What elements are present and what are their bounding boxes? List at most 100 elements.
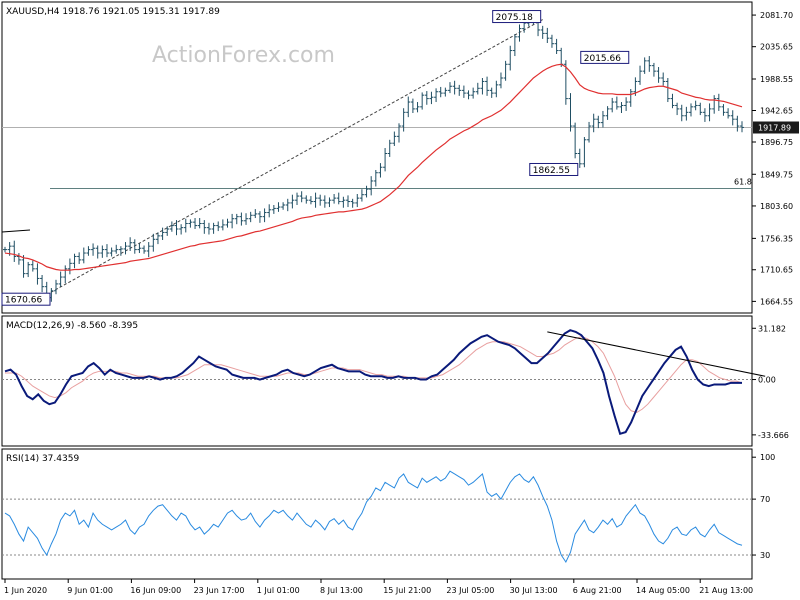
ohlc-bar [216, 221, 221, 232]
ohlc-bar [443, 87, 448, 97]
ohlc-bar [415, 102, 420, 113]
ohlc-bar [308, 196, 313, 205]
price-annotation: 2015.66 [580, 50, 630, 64]
ohlc-bar [276, 202, 281, 212]
ohlc-bar [573, 122, 578, 159]
ohlc-bar [735, 115, 740, 132]
ohlc-bar [591, 113, 596, 133]
ohlc-bar [142, 245, 147, 254]
ohlc-bar [438, 86, 443, 98]
watermark: ActionForex.com [152, 43, 335, 68]
ohlc-bar [304, 195, 309, 204]
ohlc-bar [183, 218, 188, 233]
rsi-y-tick-label: 70 [760, 495, 770, 504]
price-annotation-label: 2015.66 [584, 54, 621, 64]
ohlc-bar [693, 100, 698, 111]
ohlc-bar [373, 169, 378, 187]
ohlc-bar [271, 204, 276, 214]
ohlc-bar [35, 263, 40, 285]
ohlc-bar [26, 261, 31, 278]
ohlc-bar [206, 222, 211, 235]
price-annotation: 1670.66 [1, 292, 51, 306]
x-tick-label: 23 Jun 17:00 [194, 586, 245, 595]
ohlc-bar [429, 91, 434, 105]
rsi-layer [2, 470, 752, 564]
ohlc-bar [740, 121, 744, 133]
ohlc-bar [661, 72, 666, 86]
left-level-stub [1, 229, 31, 233]
x-tick-label: 15 Jul 21:00 [383, 586, 431, 595]
rsi-line [4, 470, 743, 564]
fib-61-8-label: 61.8 [734, 178, 752, 187]
ohlc-bar [225, 218, 230, 228]
price-y-tick-label: 1710.65 [760, 266, 793, 275]
x-tick-label: 9 Jun 01:00 [67, 586, 113, 595]
ohlc-bar [40, 274, 45, 293]
ohlc-bar [165, 226, 170, 236]
current-price-label: 1917.89 [758, 124, 791, 133]
macd-y-tick-label: 0.00 [758, 376, 776, 385]
ohlc-bar [587, 121, 592, 143]
ohlc-bar [401, 108, 406, 132]
ohlc-bar [234, 213, 239, 225]
ohlc-bar [614, 96, 619, 110]
ohlc-bar [174, 220, 179, 236]
price-panel-frame [1, 1, 753, 314]
ohlc-bar [503, 60, 508, 81]
ohlc-bar [387, 139, 392, 157]
ohlc-bar [193, 218, 198, 230]
ohlc-bar [600, 110, 605, 128]
ohlc-bar [239, 212, 244, 226]
ohlc-bar [336, 192, 341, 205]
ohlc-bar [137, 243, 142, 254]
ohlc-bar [466, 90, 471, 100]
price-layer: 61.8 2075.18 2015.66 1862.55 1670.66 [1, 10, 752, 306]
ohlc-bar [424, 91, 429, 105]
ohlc-bar [485, 76, 490, 96]
ohlc-bar [475, 82, 480, 95]
ohlc-bar [91, 243, 96, 256]
rsi-panel-frame [1, 448, 753, 580]
x-tick-label: 8 Jul 13:00 [320, 586, 363, 595]
price-y-tick-label: 1664.55 [760, 297, 793, 306]
ohlc-bar [480, 78, 485, 95]
rsi-title: RSI(14) 37.4359 [6, 454, 79, 464]
x-tick-label: 1 Jul 01:00 [257, 586, 300, 595]
price-annotation-label: 1670.66 [5, 296, 42, 306]
ohlc-bar [549, 34, 554, 48]
ohlc-bar [109, 247, 114, 257]
ohlc-bar [355, 194, 360, 208]
x-tick-label: 14 Aug 05:00 [636, 586, 690, 595]
ohlc-bar [281, 202, 286, 210]
ohlc-bar [494, 80, 499, 98]
ohlc-bar [267, 204, 272, 218]
ohlc-bar [726, 108, 731, 119]
ohlc-bar [299, 191, 304, 203]
ohlc-bar [651, 62, 656, 77]
ohlc-bar [670, 93, 675, 109]
ohlc-bar [619, 102, 624, 114]
ohlc-bar [707, 103, 712, 122]
ohlc-bar [179, 224, 184, 235]
ohlc-bar [202, 220, 207, 234]
price-annotation-box [529, 162, 579, 176]
ohlc-bar [16, 253, 21, 265]
ohlc-bar [327, 197, 332, 208]
ohlc-bar [248, 211, 253, 223]
x-tick-label: 1 Jun 2020 [4, 586, 47, 595]
ohlc-bar [517, 24, 522, 42]
ohlc-bar [434, 88, 439, 103]
ohlc-bar [155, 232, 160, 245]
price-y-tick-label: 2035.65 [760, 43, 793, 52]
price-annotation-box [580, 50, 630, 64]
ohlc-bar [169, 221, 174, 232]
ohlc-bar [118, 246, 123, 256]
ohlc-bar [582, 137, 587, 168]
ohlc-bar [642, 57, 647, 74]
ohlc-bar [21, 255, 26, 278]
ohlc-bar [123, 242, 128, 255]
ohlc-bar [577, 148, 582, 168]
price-y-tick-label: 1988.55 [760, 75, 793, 84]
ohlc-bar [712, 95, 717, 114]
